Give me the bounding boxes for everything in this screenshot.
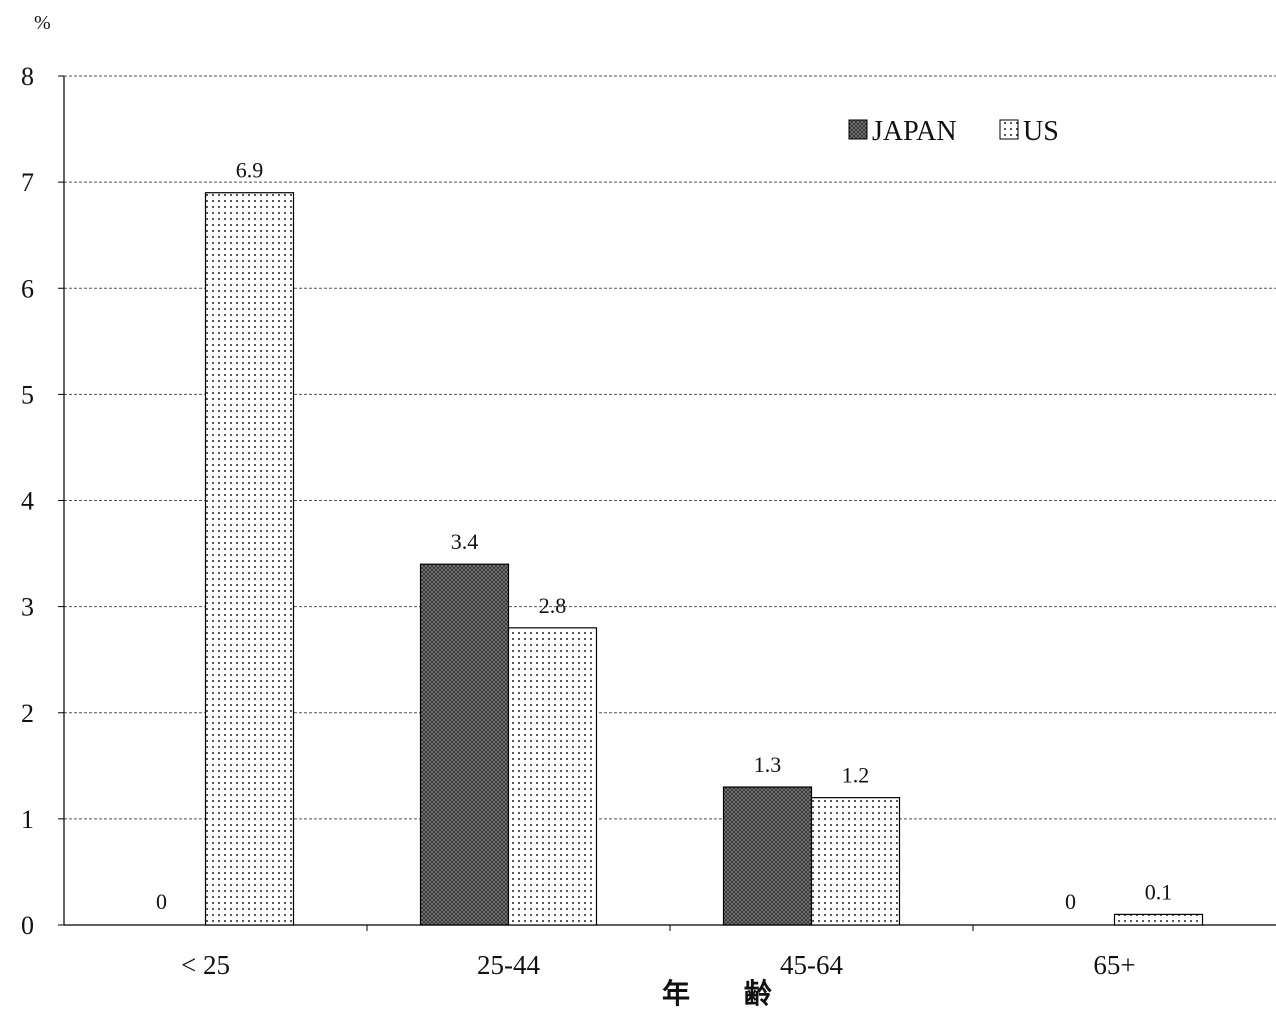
y-tick-label: 5 xyxy=(21,380,34,409)
y-tick-label: 7 xyxy=(21,168,34,197)
bar-japan-45-64 xyxy=(722,786,813,926)
y-tick-label: 8 xyxy=(21,62,34,91)
y-tick-label: 1 xyxy=(21,805,34,834)
data-label-us--25: 6.9 xyxy=(236,158,264,183)
bar-japan-25-44 xyxy=(419,563,510,926)
legend-label-us: US xyxy=(1023,116,1059,147)
data-label-japan-25-44: 3.4 xyxy=(451,529,479,554)
y-tick-label: 4 xyxy=(21,487,34,516)
y-tick-label: 0 xyxy=(21,911,34,940)
legend-swatch-us xyxy=(999,119,1019,140)
data-label-us-25-44: 2.8 xyxy=(539,593,567,618)
x-category-label: 65+ xyxy=(1093,950,1135,980)
data-label-japan-45-64: 1.3 xyxy=(754,752,782,777)
data-label-japan--25: 0 xyxy=(156,889,167,914)
x-category-label: 45-64 xyxy=(780,950,843,980)
y-tick-label: 3 xyxy=(21,593,34,622)
legend-label-japan: JAPAN xyxy=(872,116,957,147)
data-label-japan-65-: 0 xyxy=(1065,889,1076,914)
bar-us-65- xyxy=(1113,913,1204,926)
bar-us-25-44 xyxy=(507,627,598,926)
legend: JAPAN US xyxy=(848,116,1059,147)
x-category-label: < 25 xyxy=(181,950,230,980)
y-tick-label: 6 xyxy=(21,274,34,303)
legend-swatch-japan xyxy=(848,119,868,140)
bar-us--25 xyxy=(204,192,295,926)
y-unit-label: % xyxy=(34,12,51,34)
x-category-label: 25-44 xyxy=(477,950,540,980)
x-axis-title: 年 齢 xyxy=(662,977,794,1010)
y-tick-label: 2 xyxy=(21,699,34,728)
data-label-us-45-64: 1.2 xyxy=(842,763,870,788)
data-label-us-65-: 0.1 xyxy=(1145,879,1173,904)
bar-us-45-64 xyxy=(810,797,901,926)
